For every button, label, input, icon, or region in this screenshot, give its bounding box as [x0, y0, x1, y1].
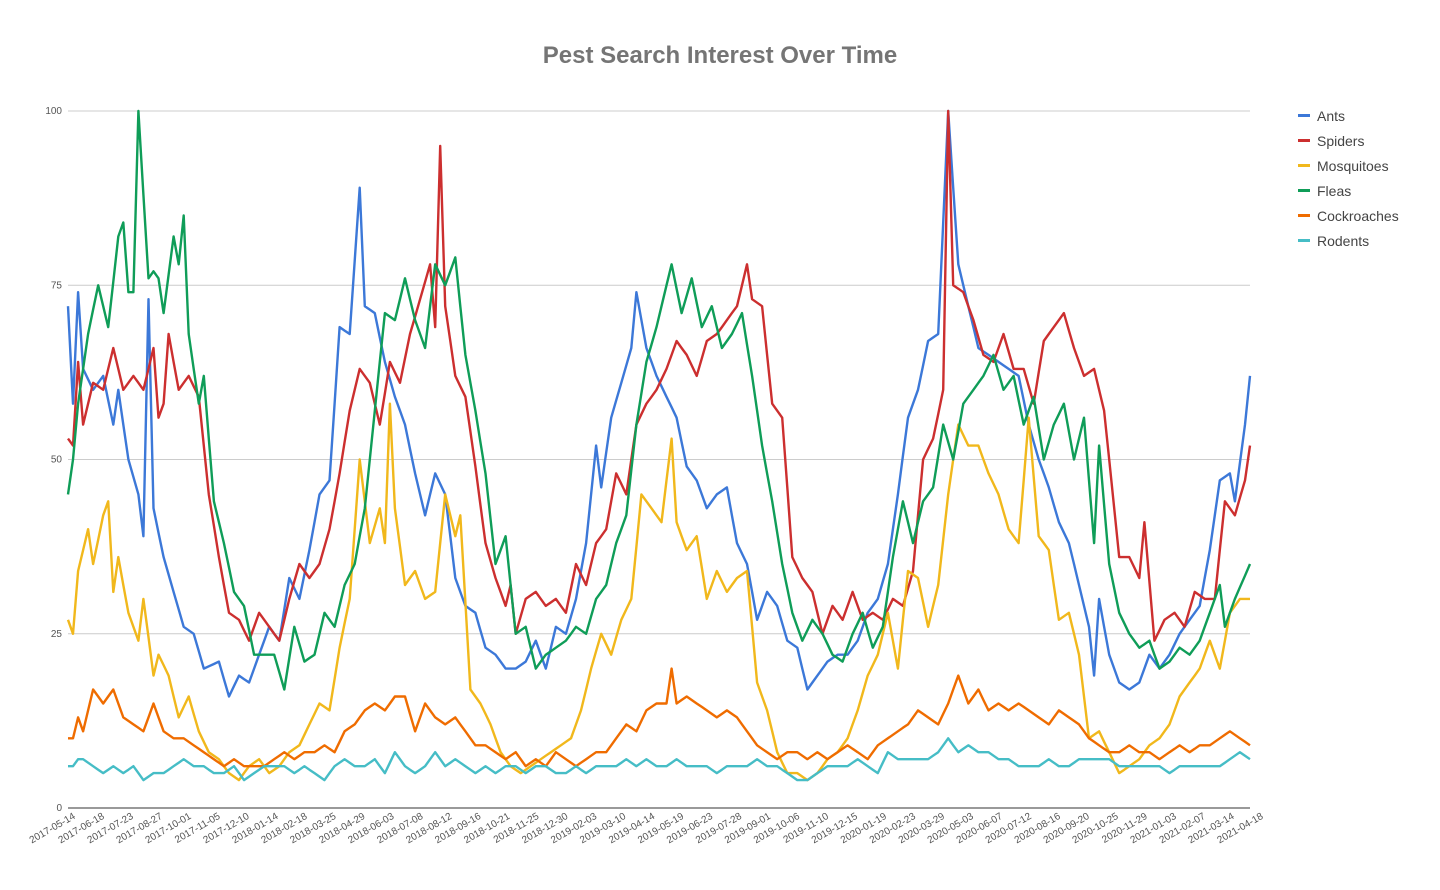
legend-label: Spiders [1317, 132, 1365, 149]
legend-item-ants: Ants [1298, 103, 1399, 128]
legend-item-mosquitoes: Mosquitoes [1298, 153, 1399, 178]
legend-item-spiders: Spiders [1298, 128, 1399, 153]
series-line-ants [66, 109, 1252, 698]
series-line-fleas [66, 109, 1252, 691]
legend-swatch [1298, 189, 1310, 192]
legend-item-fleas: Fleas [1298, 178, 1399, 203]
series-line-spiders [67, 109, 1252, 642]
series-lines [66, 109, 1252, 782]
legend-swatch [1298, 164, 1310, 167]
y-tick-label: 75 [51, 280, 63, 291]
chart-title: Pest Search Interest Over Time [542, 42, 898, 69]
legend-label: Mosquitoes [1317, 157, 1389, 174]
legend-swatch [1298, 114, 1310, 117]
y-tick-label: 100 [45, 106, 62, 117]
legend-label: Fleas [1317, 182, 1352, 199]
legend-label: Ants [1317, 107, 1346, 124]
legend-item-cockroaches: Cockroaches [1298, 203, 1399, 228]
legend-label: Rodents [1317, 232, 1370, 249]
legend-swatch [1298, 214, 1310, 217]
gridlines [68, 110, 1250, 635]
y-tick-label: 50 [51, 455, 63, 466]
series-line-mosquitoes [66, 402, 1250, 782]
legend-swatch [1298, 239, 1310, 242]
y-tick-label: 0 [56, 803, 62, 814]
legend-item-rodents: Rodents [1298, 228, 1399, 253]
legend-swatch [1298, 139, 1310, 142]
y-axis-ticks: 0 25 50 75 100 [45, 106, 62, 814]
y-tick-label: 25 [51, 629, 63, 640]
x-axis-ticks: 2017-05-142017-06-182017-07-232017-08-27… [28, 811, 1266, 846]
series-line-rodents [68, 737, 1251, 782]
legend: Ants Spiders Mosquitoes Fleas Cockroaches Rod… [1298, 103, 1399, 253]
legend-label: Cockroaches [1317, 207, 1399, 224]
series-line-cockroaches [68, 667, 1251, 768]
